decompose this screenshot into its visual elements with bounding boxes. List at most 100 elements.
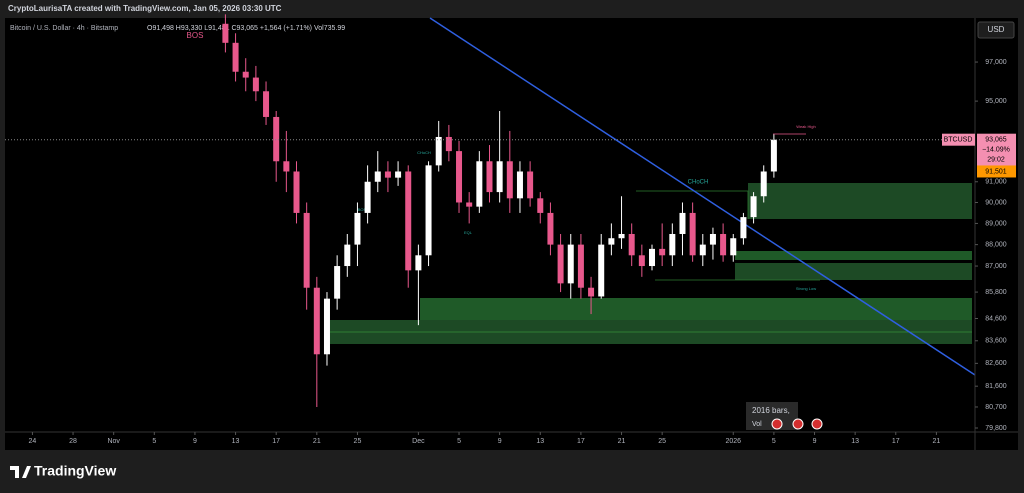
candle-body	[760, 171, 767, 197]
candle-body	[293, 171, 300, 213]
candle-body	[425, 165, 432, 256]
candle-body	[506, 161, 513, 199]
x-tick-label: 9	[193, 438, 197, 445]
candle-body	[649, 248, 656, 267]
tooltip-vol: Vol	[752, 421, 762, 428]
candle-body	[283, 161, 290, 172]
candle-body	[770, 139, 777, 172]
bid-price-box	[977, 165, 1016, 178]
candle-body	[415, 255, 422, 271]
candle-body	[263, 91, 270, 117]
tooltip-text: 2016 bars,	[752, 406, 790, 415]
candle-body	[577, 244, 584, 288]
candle-body	[344, 244, 351, 267]
x-tick-label: 9	[498, 438, 502, 445]
bid-price: 91,501	[985, 168, 1007, 175]
x-tick-label: 5	[457, 438, 461, 445]
annotation: BOS	[187, 31, 204, 40]
candle-body	[405, 171, 412, 271]
candle-body	[354, 212, 361, 245]
candle-body	[252, 77, 259, 92]
candle-body	[516, 171, 523, 199]
ohlc-line: O91,498 H93,330 L91,481 C93,065 +1,564 (…	[147, 25, 345, 32]
candle-body	[456, 151, 463, 203]
candle-body	[435, 136, 442, 166]
structure-line	[636, 190, 749, 219]
candle-body	[598, 244, 605, 297]
countdown: 29:02	[987, 157, 1005, 164]
y-tick-label: 82,600	[985, 360, 1007, 367]
candle-body	[313, 287, 320, 355]
candle-body	[374, 171, 381, 182]
x-tick-label: 17	[577, 438, 585, 445]
candle-body	[699, 244, 706, 256]
candle-body	[537, 198, 544, 213]
y-tick-label: 83,600	[985, 338, 1007, 345]
event-icon[interactable]	[811, 418, 823, 430]
zone	[748, 183, 972, 219]
candle-body	[567, 244, 574, 284]
candle-body	[496, 161, 503, 193]
change: −14.09%	[982, 147, 1010, 154]
zone	[420, 298, 972, 320]
x-tick-label: 21	[933, 438, 941, 445]
candle-body	[659, 248, 666, 256]
x-tick-label: 5	[772, 438, 776, 445]
x-tick-label: 21	[313, 438, 321, 445]
candle-body	[608, 238, 615, 245]
zone	[735, 251, 972, 260]
candle-body	[740, 217, 747, 239]
x-tick-label: 25	[354, 438, 362, 445]
candle-body	[588, 287, 595, 297]
candle-body	[628, 233, 635, 256]
x-tick-label: 25	[658, 438, 666, 445]
credit: CryptoLaurisaTA created with TradingView…	[8, 4, 282, 13]
currency: USD	[988, 25, 1005, 34]
event-icon[interactable]	[792, 418, 804, 430]
y-tick-label: 95,000	[985, 98, 1007, 105]
x-tick-label: 9	[813, 438, 817, 445]
annotation: EQL	[464, 230, 473, 235]
y-tick-label: 85,800	[985, 289, 1007, 296]
candle-body	[242, 71, 249, 78]
zone	[735, 263, 972, 280]
x-tick-label: 17	[892, 438, 900, 445]
y-tick-label: 79,800	[985, 425, 1007, 432]
x-tick-label: 13	[232, 438, 240, 445]
x-tick-label: 2026	[725, 438, 741, 445]
symbol-line: Bitcoin / U.S. Dollar · 4h · Bitstamp	[10, 25, 118, 32]
candle-body	[720, 233, 727, 256]
event-icon[interactable]	[771, 418, 783, 430]
y-tick-label: 91,000	[985, 179, 1007, 186]
trendline	[429, 17, 976, 376]
x-tick-label: 13	[536, 438, 544, 445]
candle-body	[466, 202, 473, 207]
candle-body	[232, 42, 239, 72]
x-tick-label: 5	[152, 438, 156, 445]
candle-body	[222, 23, 229, 43]
candle-body	[527, 171, 534, 199]
y-tick-label: 89,000	[985, 220, 1007, 227]
candle-body	[730, 238, 737, 256]
annotation: Strong Low	[796, 286, 816, 291]
brand: TradingView	[34, 463, 116, 479]
candle-body	[679, 212, 686, 234]
y-tick-label: 90,000	[985, 199, 1007, 206]
annotation: Weak High	[796, 124, 816, 129]
annotation: BOS	[358, 207, 367, 212]
last-price-box	[977, 133, 1016, 166]
x-tick-label: Nov	[107, 438, 120, 445]
y-tick-label: 80,700	[985, 404, 1007, 411]
x-tick-label: 17	[272, 438, 280, 445]
y-tick-label: 97,000	[985, 59, 1007, 66]
candle-body	[486, 161, 493, 193]
price-tag-box	[942, 133, 975, 146]
annotation: CHoCH	[417, 150, 431, 155]
candle-body	[445, 136, 452, 152]
currency-button[interactable]	[977, 21, 1015, 39]
candle-body	[709, 233, 716, 245]
x-tick-label: 13	[851, 438, 859, 445]
candles	[222, 14, 777, 407]
candle-body	[273, 116, 280, 162]
